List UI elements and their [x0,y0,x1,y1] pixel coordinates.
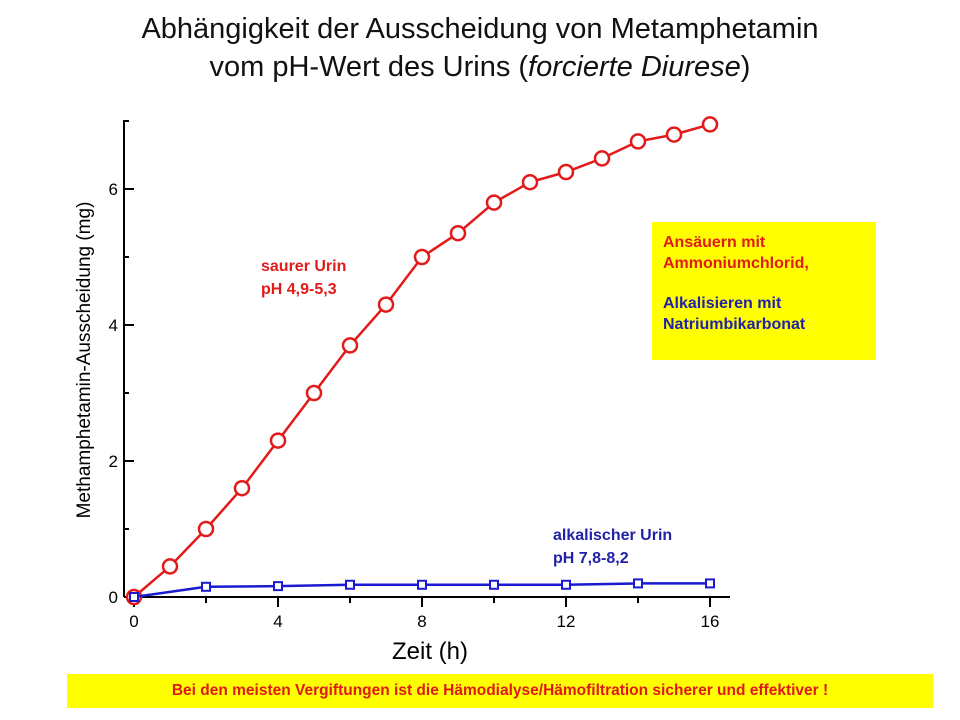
data-point-alkaline [705,578,715,589]
data-point-alkaline [273,581,283,592]
data-point-acid [161,558,179,575]
data-point-acid [341,337,359,354]
data-point-acid [269,432,287,449]
info-line-bicarbonate: Natriumbikarbonat [663,315,806,333]
series-label-alkaline-line1: alkalischer Urin [553,527,672,544]
data-point-alkaline [561,579,571,590]
data-point-alkaline [201,581,211,592]
data-point-acid [449,224,467,242]
data-point-acid [485,194,503,211]
data-point-acid [521,173,539,191]
data-point-alkaline [129,592,139,602]
data-point-acid [377,296,395,313]
data-point-acid [413,248,431,266]
y-axis-label: Methamphetamin-Ausscheidung (mg) [74,202,95,519]
chart-title-italic: forcierte Diurese [528,51,741,83]
data-point-acid [557,163,575,181]
x-tick-label: 12 [557,612,576,631]
y-tick-label: 0 [109,588,118,607]
data-point-alkaline [489,579,499,590]
data-point-acid [665,126,683,143]
series-label-acid-line2: pH 4,9-5,3 [261,281,337,298]
data-point-acid [305,384,323,402]
data-point-acid [593,150,611,167]
series-label-alkaline-line2: pH 7,8-8,2 [553,550,629,567]
data-point-alkaline [345,579,355,590]
footer-text: Bei den meisten Vergiftungen ist die Häm… [171,682,829,699]
y-tick-label: 2 [109,452,118,471]
data-point-acid [233,479,251,497]
treatment-info-box: Ansäuern mit Ammoniumchlorid, Alkalisier… [652,222,876,360]
x-tick-label: 4 [273,612,282,631]
footer-note: Bei den meisten Vergiftungen ist die Häm… [67,674,933,708]
y-tick-label: 4 [109,316,118,335]
chart-title-line2: vom pH-Wert des Urins (forcierte Diurese… [209,51,751,83]
x-tick-label: 0 [129,612,138,631]
x-axis-label: Zeit (h) [392,638,468,665]
data-point-alkaline [633,578,643,589]
info-line-alkalize: Alkalisieren mit [663,295,782,312]
y-tick-label: 6 [109,180,118,199]
chart-title-line1: Abhängigkeit der Ausscheidung von Metamp… [141,13,819,45]
info-line-acidify: Ansäuern mit [663,234,766,251]
data-point-alkaline [417,579,427,590]
x-tick-label: 8 [417,612,426,631]
x-tick-label: 16 [701,612,720,631]
series-label-acid-line1: saurer Urin [261,258,346,275]
data-point-acid [197,520,215,538]
data-point-acid [701,116,719,133]
info-line-ammonium: Ammoniumchlorid, [663,254,809,272]
data-point-acid [629,133,647,150]
